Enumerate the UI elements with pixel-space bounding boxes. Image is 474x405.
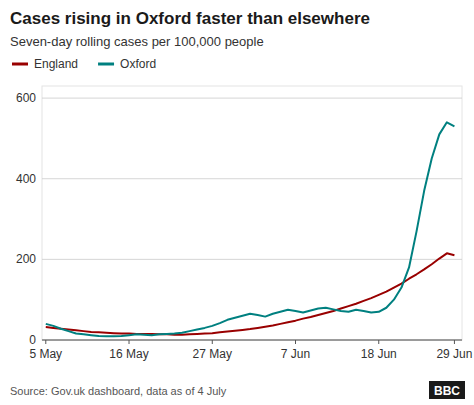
x-axis: 5 May 16 May 27 May 7 Jun 18 Jun 29 Jun [29, 340, 472, 361]
x-tick-label: 16 May [109, 347, 148, 361]
x-tick-label: 18 Jun [361, 347, 397, 361]
chart: Cases rising in Oxford faster than elsew… [0, 0, 474, 405]
x-axis-line [42, 340, 462, 341]
legend: England Oxford [12, 57, 156, 71]
legend-swatch [98, 63, 114, 66]
legend-label: England [34, 57, 78, 71]
logo-box [429, 381, 465, 399]
legend-label: Oxford [120, 57, 156, 71]
x-tick [129, 340, 130, 344]
y-tick-label: 600 [16, 91, 36, 105]
x-tick [212, 340, 213, 344]
grid-line [42, 259, 462, 260]
series-group [46, 122, 455, 336]
grid-line [42, 178, 462, 179]
plot-frame [42, 86, 462, 340]
x-tick-label: 29 Jun [436, 347, 472, 361]
y-tick-label: 0 [29, 333, 36, 347]
logo: BBC [429, 381, 465, 399]
source: Source: Gov.uk dashboard, data as of 4 J… [10, 385, 227, 397]
grid-line [42, 98, 462, 99]
x-tick-label: 27 May [193, 347, 232, 361]
subtitle: Seven-day rolling cases per 100,000 peop… [10, 34, 264, 49]
legend-swatch [12, 63, 28, 66]
title: Cases rising in Oxford faster than elsew… [10, 9, 370, 28]
series-line [46, 122, 455, 336]
y-tick-label: 400 [16, 172, 36, 186]
x-tick-label: 5 May [29, 347, 62, 361]
grid-line [42, 340, 462, 341]
series-line [46, 253, 455, 334]
logo-text: BBC [434, 384, 460, 398]
x-tick [295, 340, 296, 344]
background [0, 0, 474, 405]
y-tick-label: 200 [16, 252, 36, 266]
x-tick [45, 340, 46, 344]
x-tick [378, 340, 379, 344]
y-axis: 0 200 400 600 [16, 91, 462, 347]
x-tick-label: 7 Jun [281, 347, 310, 361]
x-tick [454, 340, 455, 344]
